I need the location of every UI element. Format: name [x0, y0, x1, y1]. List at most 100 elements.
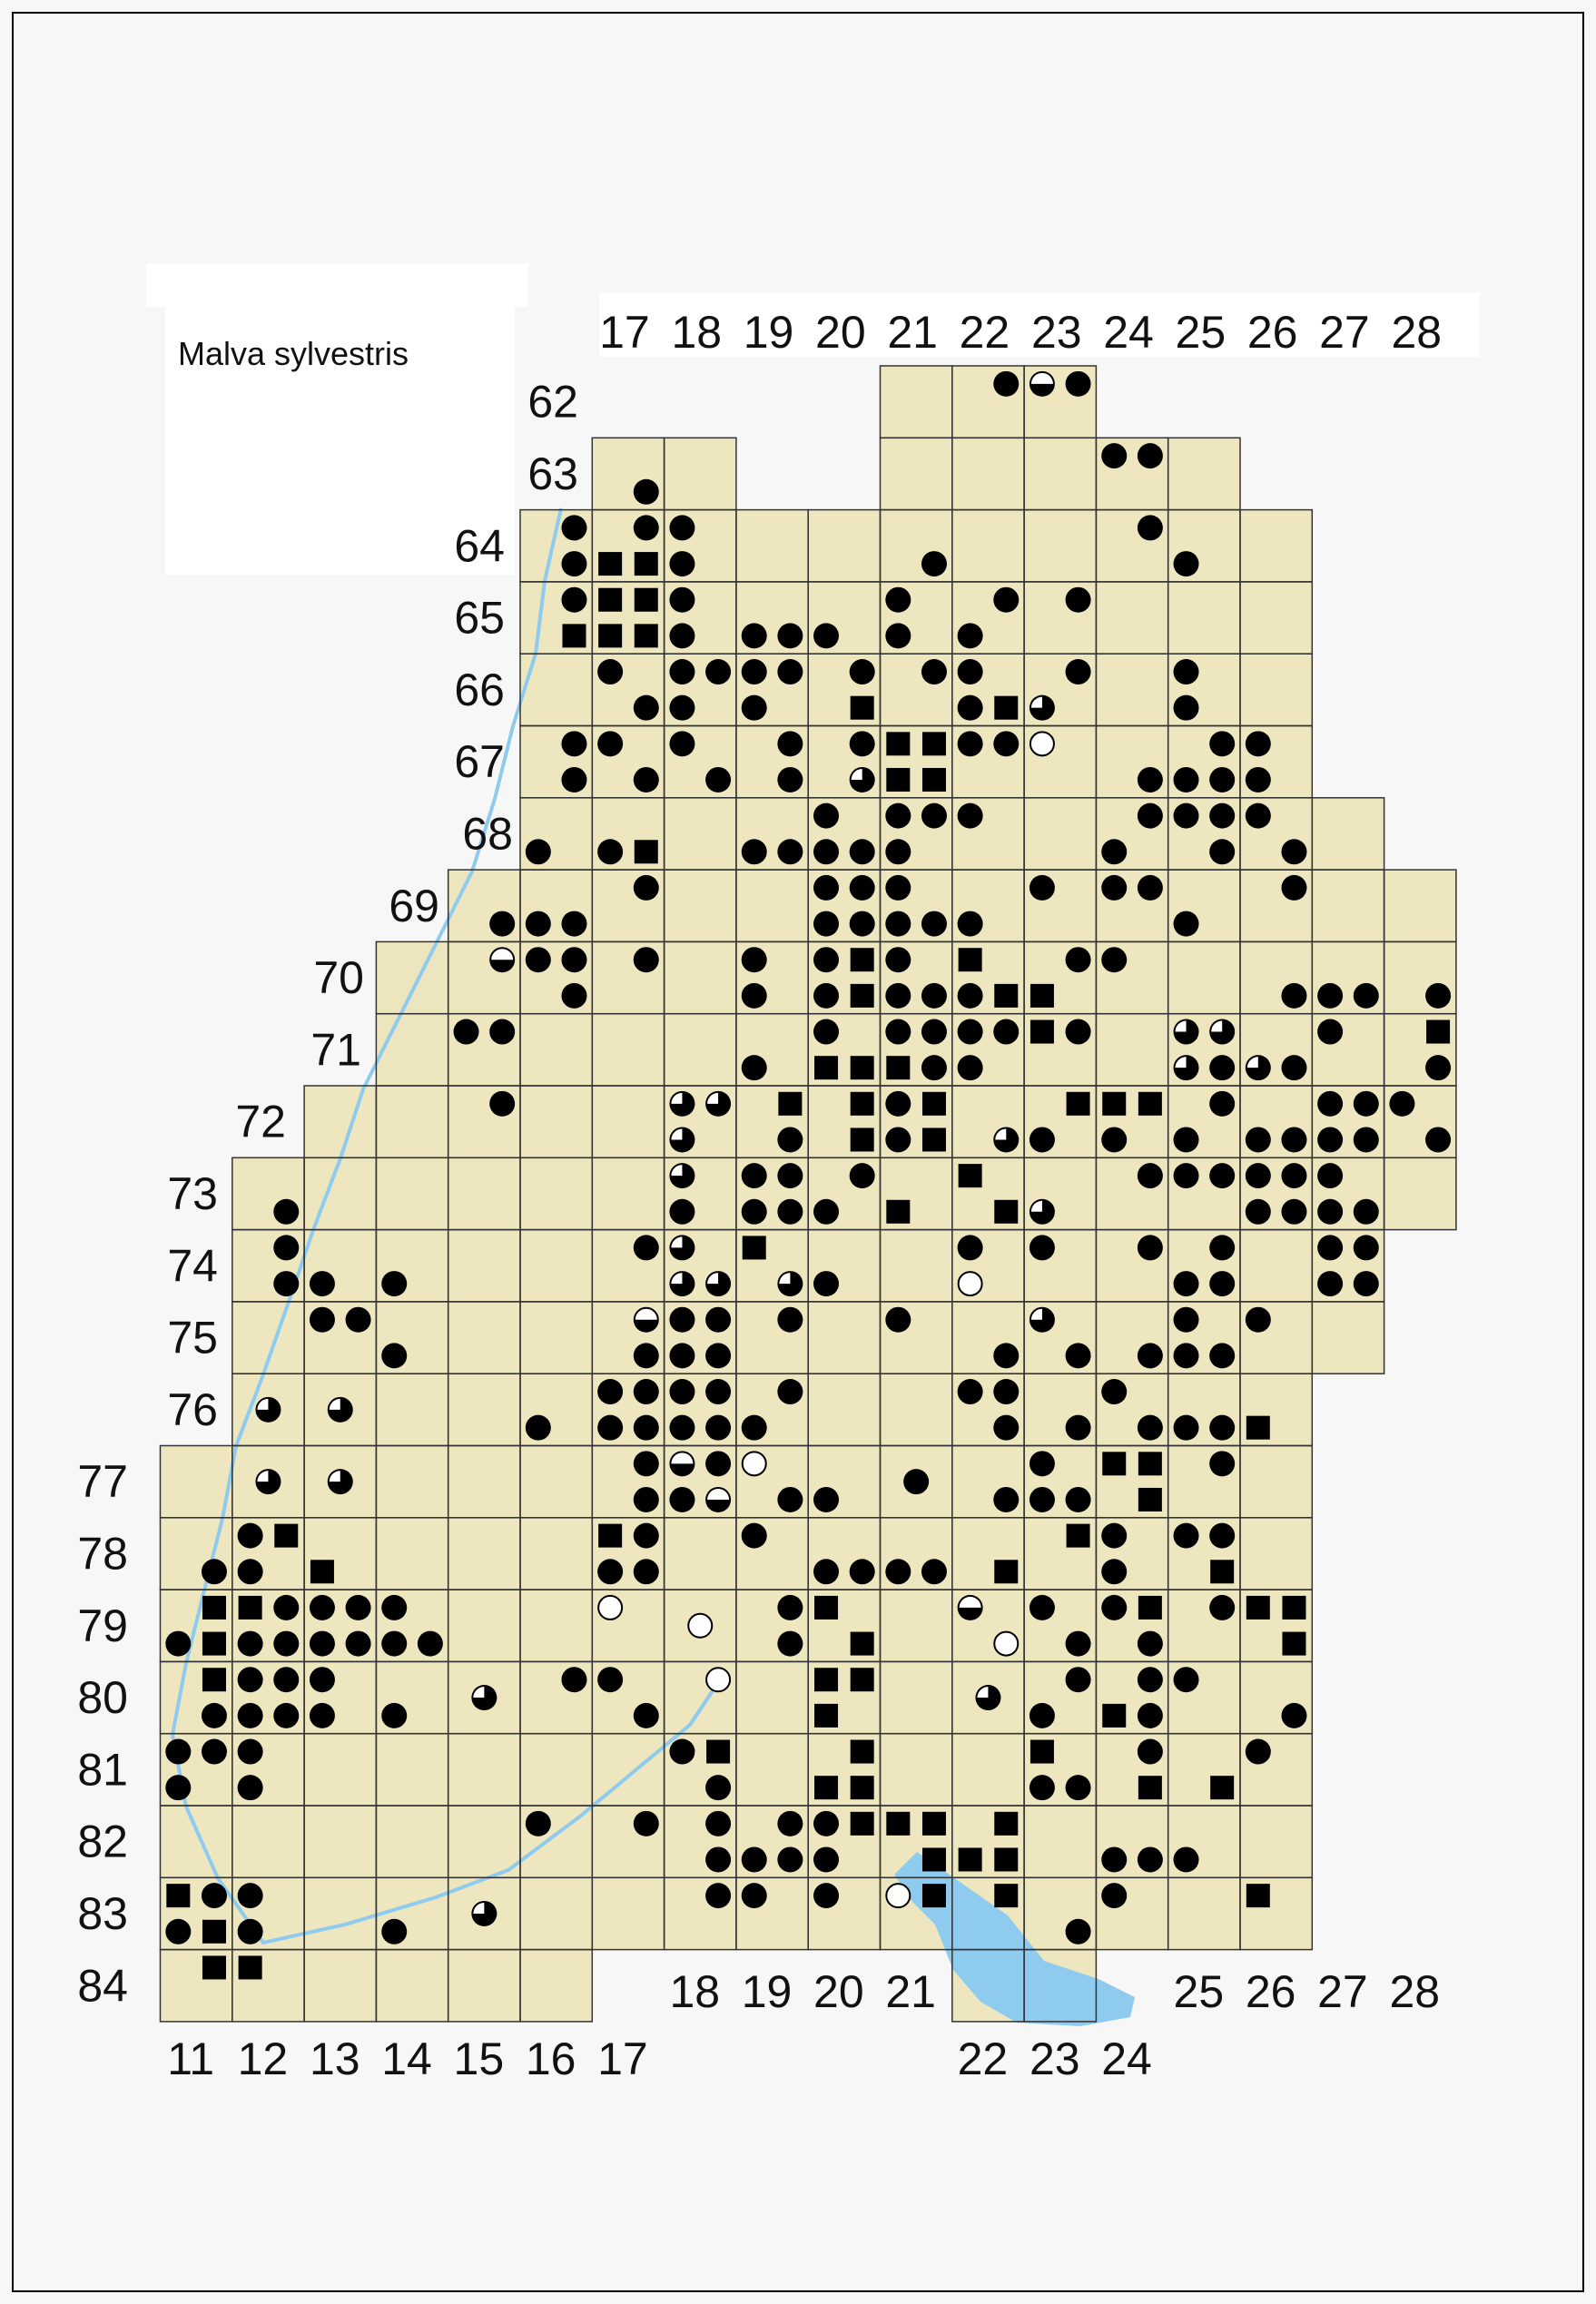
row-label: 84	[77, 1960, 128, 2011]
filled-circle-icon	[669, 1306, 695, 1333]
filled-circle-icon	[1101, 1594, 1128, 1620]
filled-circle-icon	[1137, 1630, 1163, 1657]
filled-square-icon	[634, 587, 658, 612]
filled-circle-icon	[777, 1379, 803, 1405]
filled-circle-icon	[993, 370, 1020, 397]
row-label: 69	[389, 881, 439, 931]
grid-cell-7214	[376, 1086, 448, 1158]
filled-square-icon	[850, 983, 874, 1008]
filled-square-icon	[886, 767, 911, 792]
grid-cell-6422	[951, 509, 1025, 582]
filled-circle-icon	[1101, 947, 1128, 973]
filled-circle-icon	[417, 1630, 443, 1657]
filled-square-icon	[706, 1739, 731, 1764]
grid-cell-7315	[448, 1157, 520, 1230]
filled-circle-icon	[1029, 1775, 1055, 1801]
filled-circle-icon	[1173, 1306, 1199, 1333]
filled-square-icon	[1102, 1091, 1127, 1116]
column-label-bottom: 12	[238, 2033, 289, 2084]
filled-circle-icon	[813, 1883, 840, 1909]
filled-circle-icon	[1209, 802, 1236, 829]
filled-circle-icon	[633, 1522, 659, 1549]
legend-strip	[146, 263, 528, 307]
filled-circle-icon	[777, 1198, 803, 1225]
open-circle-icon	[993, 1630, 1020, 1657]
filled-circle-icon	[633, 1451, 659, 1477]
grid-cell-7415	[448, 1229, 520, 1302]
filled-circle-icon	[1173, 1667, 1199, 1693]
grid-cell-6323	[1024, 438, 1097, 510]
filled-circle-icon	[957, 1235, 983, 1261]
filled-circle-icon	[165, 1918, 192, 1945]
filled-circle-icon	[1281, 874, 1307, 901]
grid-cell-7216	[520, 1086, 593, 1158]
grid-cell-6426	[1240, 509, 1313, 582]
filled-square-icon	[778, 1091, 803, 1116]
column-label-top: 24	[1103, 307, 1154, 358]
filled-square-icon	[1282, 1595, 1306, 1620]
filled-circle-icon	[237, 1559, 263, 1585]
filled-circle-icon	[525, 839, 551, 865]
filled-square-icon	[921, 1811, 946, 1836]
filled-square-icon	[598, 1523, 623, 1548]
filled-square-icon	[742, 1236, 766, 1260]
filled-circle-icon	[849, 731, 875, 757]
filled-circle-icon	[813, 1271, 840, 1297]
three-quarter-filled-circle-icon	[705, 1090, 732, 1117]
grid-cell-border	[1023, 1948, 1098, 2023]
grid-cell-7317	[592, 1157, 665, 1230]
filled-circle-icon	[993, 1379, 1020, 1405]
row-label: 78	[77, 1528, 128, 1579]
filled-circle-icon	[1317, 1271, 1344, 1297]
filled-circle-icon	[1173, 766, 1199, 793]
grid-cell-7916	[520, 1590, 593, 1662]
filled-square-icon	[850, 1127, 874, 1152]
filled-circle-icon	[561, 911, 587, 937]
column-label-bottom: 26	[1246, 1966, 1296, 2017]
filled-circle-icon	[1101, 443, 1128, 469]
filled-circle-icon	[597, 1667, 624, 1693]
filled-circle-icon	[849, 1559, 875, 1585]
filled-circle-icon	[1389, 1090, 1415, 1117]
filled-circle-icon	[1029, 1235, 1055, 1261]
filled-circle-icon	[741, 1522, 767, 1549]
filled-circle-icon	[669, 1738, 695, 1765]
filled-square-icon	[1066, 1091, 1090, 1116]
filled-circle-icon	[1281, 839, 1307, 865]
filled-circle-icon	[669, 586, 695, 613]
filled-circle-icon	[1065, 1775, 1091, 1801]
filled-circle-icon	[381, 1343, 408, 1369]
filled-circle-icon	[1281, 1127, 1307, 1153]
filled-square-icon	[814, 1595, 839, 1620]
filled-circle-icon	[669, 623, 695, 649]
filled-circle-icon	[1065, 659, 1091, 685]
grid-cell-7316	[520, 1157, 593, 1230]
filled-circle-icon	[1065, 1343, 1091, 1369]
filled-circle-icon	[273, 1667, 300, 1693]
filled-circle-icon	[237, 1883, 263, 1909]
filled-circle-icon	[1173, 1343, 1199, 1369]
column-label-bottom: 22	[958, 2033, 1009, 2084]
three-quarter-filled-circle-icon	[993, 1127, 1020, 1153]
filled-circle-icon	[1137, 1846, 1163, 1873]
filled-square-icon	[1066, 1523, 1090, 1548]
filled-circle-icon	[885, 1090, 911, 1117]
grid-cell-7711	[160, 1445, 232, 1518]
filled-circle-icon	[669, 1198, 695, 1225]
row-label: 64	[454, 520, 505, 571]
filled-circle-icon	[741, 659, 767, 685]
column-label-top: 22	[960, 307, 1010, 358]
filled-circle-icon	[309, 1702, 335, 1728]
filled-square-icon	[886, 1199, 911, 1224]
column-label-bottom: 18	[669, 1966, 720, 2017]
filled-circle-icon	[1137, 1343, 1163, 1369]
filled-circle-icon	[885, 839, 911, 865]
filled-circle-icon	[525, 947, 551, 973]
filled-square-icon	[1426, 1019, 1451, 1044]
filled-square-icon	[634, 840, 658, 864]
filled-circle-icon	[561, 515, 587, 541]
filled-circle-icon	[309, 1667, 335, 1693]
half-filled-circle-icon	[489, 947, 516, 973]
filled-circle-icon	[885, 623, 911, 649]
filled-circle-icon	[669, 515, 695, 541]
